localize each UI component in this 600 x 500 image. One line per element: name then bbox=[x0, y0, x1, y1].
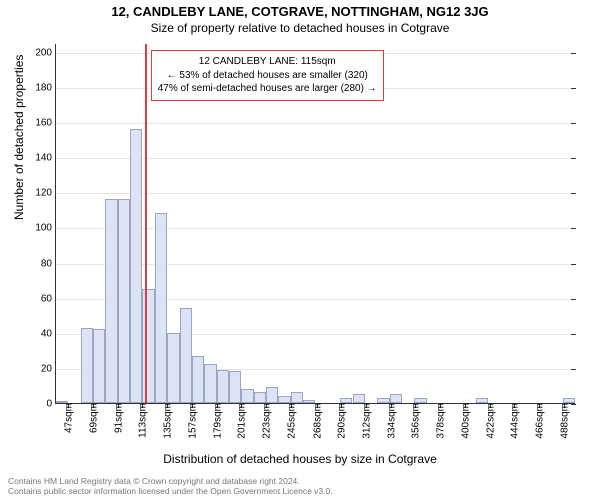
histogram-bar bbox=[353, 394, 365, 403]
xtick-label: 113sqm bbox=[136, 403, 149, 438]
callout-line: 47% of semi-detached houses are larger (… bbox=[158, 82, 377, 96]
ytick-label: 200 bbox=[35, 47, 56, 58]
xtick-label: 444sqm bbox=[508, 403, 521, 439]
xtick-label: 223sqm bbox=[260, 403, 273, 439]
histogram-bar bbox=[167, 333, 179, 403]
ytick-label: 20 bbox=[41, 363, 56, 374]
histogram-bar bbox=[56, 401, 68, 403]
histogram-bar bbox=[291, 392, 303, 403]
xtick-label: 201sqm bbox=[235, 403, 248, 439]
ytick-mark bbox=[571, 123, 576, 124]
ytick-mark bbox=[571, 88, 576, 89]
histogram-bar bbox=[180, 308, 192, 403]
y-axis-label: Number of detached properties bbox=[12, 55, 26, 220]
histogram-bar bbox=[241, 389, 253, 403]
ytick-label: 160 bbox=[35, 118, 56, 129]
ytick-label: 80 bbox=[41, 258, 56, 269]
ytick-mark bbox=[571, 369, 576, 370]
title-main: 12, CANDLEBY LANE, COTGRAVE, NOTTINGHAM,… bbox=[0, 4, 600, 19]
ytick-label: 100 bbox=[35, 223, 56, 234]
histogram-bar bbox=[254, 392, 266, 403]
footer-line-2: Contains public sector information licen… bbox=[8, 486, 333, 496]
xtick-label: 356sqm bbox=[409, 403, 422, 439]
ytick-label: 0 bbox=[46, 399, 56, 410]
histogram-bar bbox=[303, 400, 315, 404]
histogram-bar bbox=[217, 370, 229, 403]
histogram-bar bbox=[155, 213, 167, 403]
histogram-bar bbox=[377, 398, 389, 403]
histogram-bar bbox=[130, 129, 142, 403]
xtick-label: 312sqm bbox=[359, 403, 372, 439]
xtick-label: 290sqm bbox=[335, 403, 348, 439]
histogram-bar bbox=[81, 328, 93, 404]
title-block: 12, CANDLEBY LANE, COTGRAVE, NOTTINGHAM,… bbox=[0, 0, 600, 35]
ytick-mark bbox=[571, 158, 576, 159]
xtick-label: 157sqm bbox=[185, 403, 198, 439]
xtick-label: 378sqm bbox=[434, 403, 447, 439]
histogram-bar bbox=[192, 356, 204, 403]
xtick-label: 135sqm bbox=[161, 403, 174, 439]
xtick-label: 334sqm bbox=[384, 403, 397, 439]
ytick-mark bbox=[571, 228, 576, 229]
histogram-bar bbox=[229, 371, 241, 403]
callout-line: ← 53% of detached houses are smaller (32… bbox=[158, 69, 377, 83]
histogram-bar bbox=[390, 394, 402, 403]
plot-area: 02040608010012014016018020047sqm69sqm91s… bbox=[55, 44, 575, 404]
xtick-label: 91sqm bbox=[111, 403, 124, 433]
footer-line-1: Contains HM Land Registry data © Crown c… bbox=[8, 476, 333, 486]
callout-line: 12 CANDLEBY LANE: 115sqm bbox=[158, 55, 377, 69]
ytick-label: 60 bbox=[41, 293, 56, 304]
xtick-label: 488sqm bbox=[557, 403, 570, 439]
xtick-label: 179sqm bbox=[210, 403, 223, 439]
gridline bbox=[56, 123, 575, 124]
histogram-bar bbox=[105, 199, 117, 403]
histogram-bar bbox=[93, 329, 105, 403]
footer-attribution: Contains HM Land Registry data © Crown c… bbox=[8, 476, 333, 496]
ytick-label: 140 bbox=[35, 153, 56, 164]
ytick-label: 120 bbox=[35, 188, 56, 199]
ytick-label: 180 bbox=[35, 82, 56, 93]
ytick-mark bbox=[571, 334, 576, 335]
x-axis-label: Distribution of detached houses by size … bbox=[0, 452, 600, 466]
histogram-bar bbox=[476, 398, 488, 403]
histogram-bar bbox=[340, 398, 352, 403]
ytick-label: 40 bbox=[41, 328, 56, 339]
histogram-bar bbox=[563, 398, 575, 403]
title-sub: Size of property relative to detached ho… bbox=[0, 21, 600, 35]
chart-area: 02040608010012014016018020047sqm69sqm91s… bbox=[55, 44, 575, 404]
ytick-mark bbox=[571, 53, 576, 54]
histogram-bar bbox=[278, 396, 290, 403]
histogram-bar bbox=[414, 398, 426, 403]
ytick-mark bbox=[571, 264, 576, 265]
ytick-mark bbox=[571, 299, 576, 300]
histogram-bar bbox=[266, 387, 278, 403]
xtick-label: 422sqm bbox=[483, 403, 496, 439]
xtick-label: 245sqm bbox=[284, 403, 297, 439]
histogram-bar bbox=[118, 199, 130, 403]
ytick-mark bbox=[571, 404, 576, 405]
xtick-label: 466sqm bbox=[532, 403, 545, 439]
ytick-mark bbox=[571, 193, 576, 194]
histogram-bar bbox=[204, 364, 216, 403]
marker-callout: 12 CANDLEBY LANE: 115sqm← 53% of detache… bbox=[151, 50, 384, 101]
marker-line bbox=[145, 44, 147, 403]
xtick-label: 47sqm bbox=[62, 403, 75, 433]
xtick-label: 69sqm bbox=[87, 403, 100, 433]
xtick-label: 400sqm bbox=[458, 403, 471, 439]
xtick-label: 268sqm bbox=[310, 403, 323, 439]
